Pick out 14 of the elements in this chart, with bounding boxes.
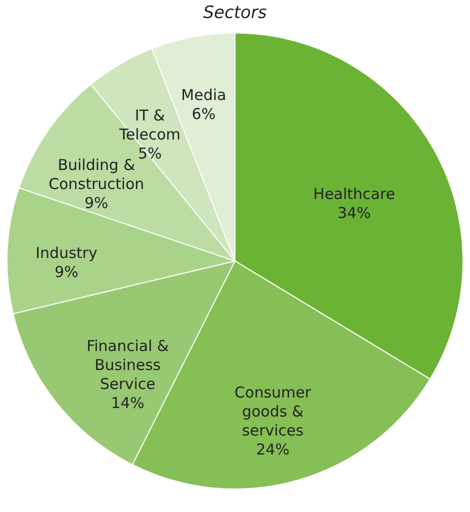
slice-label: Consumer goods & services bbox=[234, 383, 312, 440]
data-label: 6% bbox=[192, 105, 216, 124]
data-label: 9% bbox=[84, 194, 108, 212]
slice-label: IT & Telecom bbox=[118, 106, 181, 144]
data-label: 34% bbox=[338, 204, 371, 222]
slice-label: Financial & Business Service bbox=[86, 336, 170, 393]
slice-label: Industry bbox=[36, 244, 98, 262]
data-label: 5% bbox=[138, 144, 162, 162]
data-label: 14% bbox=[110, 394, 144, 412]
slice-label: Healthcare bbox=[313, 184, 396, 203]
slice-label: Media bbox=[181, 86, 226, 104]
data-label: 9% bbox=[54, 263, 78, 282]
chart-title: Sectors bbox=[203, 3, 267, 23]
data-label: 24% bbox=[256, 440, 290, 458]
